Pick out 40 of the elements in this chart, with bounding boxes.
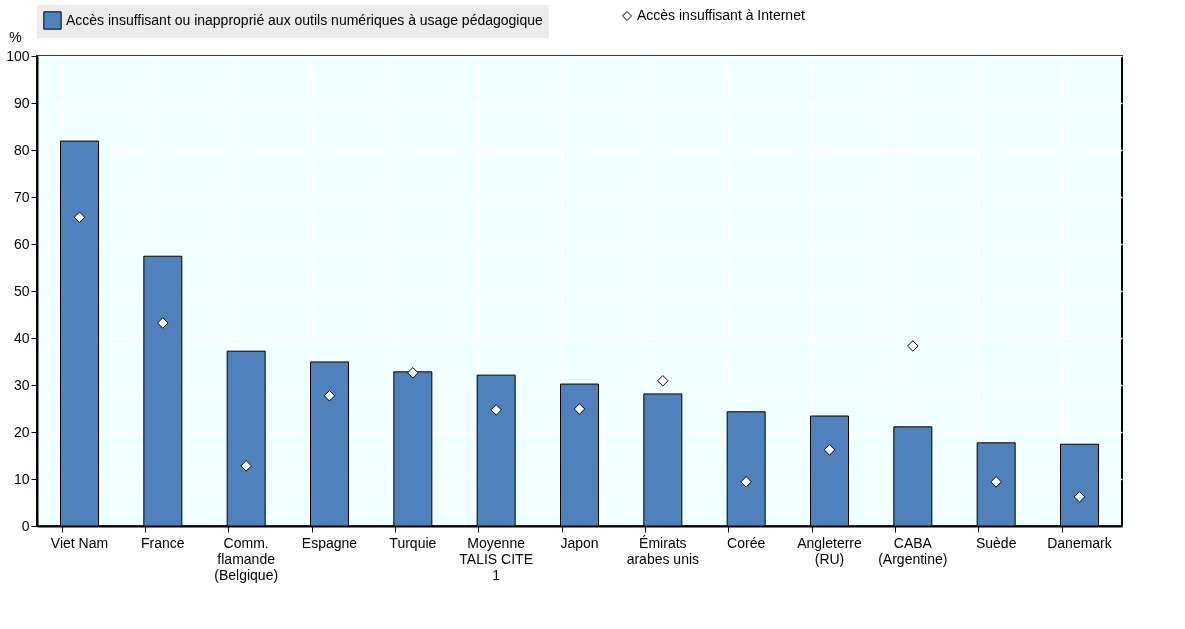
x-tick-label: Viet Nam xyxy=(50,534,109,551)
point xyxy=(907,340,919,352)
point xyxy=(157,317,169,329)
point xyxy=(323,390,336,402)
x-tick-label: Japon xyxy=(560,534,599,551)
x-tick-label: Moyenne TALIS CITE 1 xyxy=(459,534,533,583)
point xyxy=(573,403,586,415)
y-tick-label: 60 xyxy=(13,235,30,252)
x-tick-label: Suède xyxy=(975,534,1017,551)
x-tick-label: Émirats arabes unis xyxy=(626,534,700,567)
y-tick-label: 10 xyxy=(13,470,30,487)
legend-label: Accès insuffisant ou inapproprié aux outils numériques à usage pédagogique xyxy=(66,11,544,28)
y-tick-label: 70 xyxy=(13,188,30,205)
y-tick-label: 20 xyxy=(13,423,30,440)
x-tick-label: Comm. flamande (Belgique) xyxy=(214,534,279,583)
point xyxy=(1073,491,1086,503)
y-axis-title: % xyxy=(9,28,22,45)
y-tick-label: 30 xyxy=(13,376,30,393)
point xyxy=(73,211,86,223)
x-tick-label: Espagne xyxy=(301,534,358,551)
x-tick-label: France xyxy=(141,534,185,551)
x-tick-label: Danemark xyxy=(1047,534,1113,551)
legend-label: Accès insuffisant à Internet xyxy=(637,7,805,23)
y-tick-label: 80 xyxy=(13,141,30,158)
point xyxy=(657,375,669,387)
x-tick-label: Angleterre (RU) xyxy=(797,534,863,567)
point xyxy=(240,460,252,472)
x-tick-label: CABA (Argentine) xyxy=(878,534,948,567)
point xyxy=(823,444,836,456)
point xyxy=(407,367,419,379)
y-tick-label: 90 xyxy=(13,94,30,111)
point xyxy=(990,476,1002,488)
y-tick-label: 40 xyxy=(13,329,30,346)
y-tick-label: 0 xyxy=(21,517,30,534)
y-tick-label: 100 xyxy=(6,47,30,64)
point xyxy=(490,404,502,416)
x-tick-label: Corée xyxy=(727,534,766,551)
x-tick-label: Turquie xyxy=(389,534,437,551)
y-tick-label: 50 xyxy=(13,282,30,299)
point xyxy=(740,476,752,488)
